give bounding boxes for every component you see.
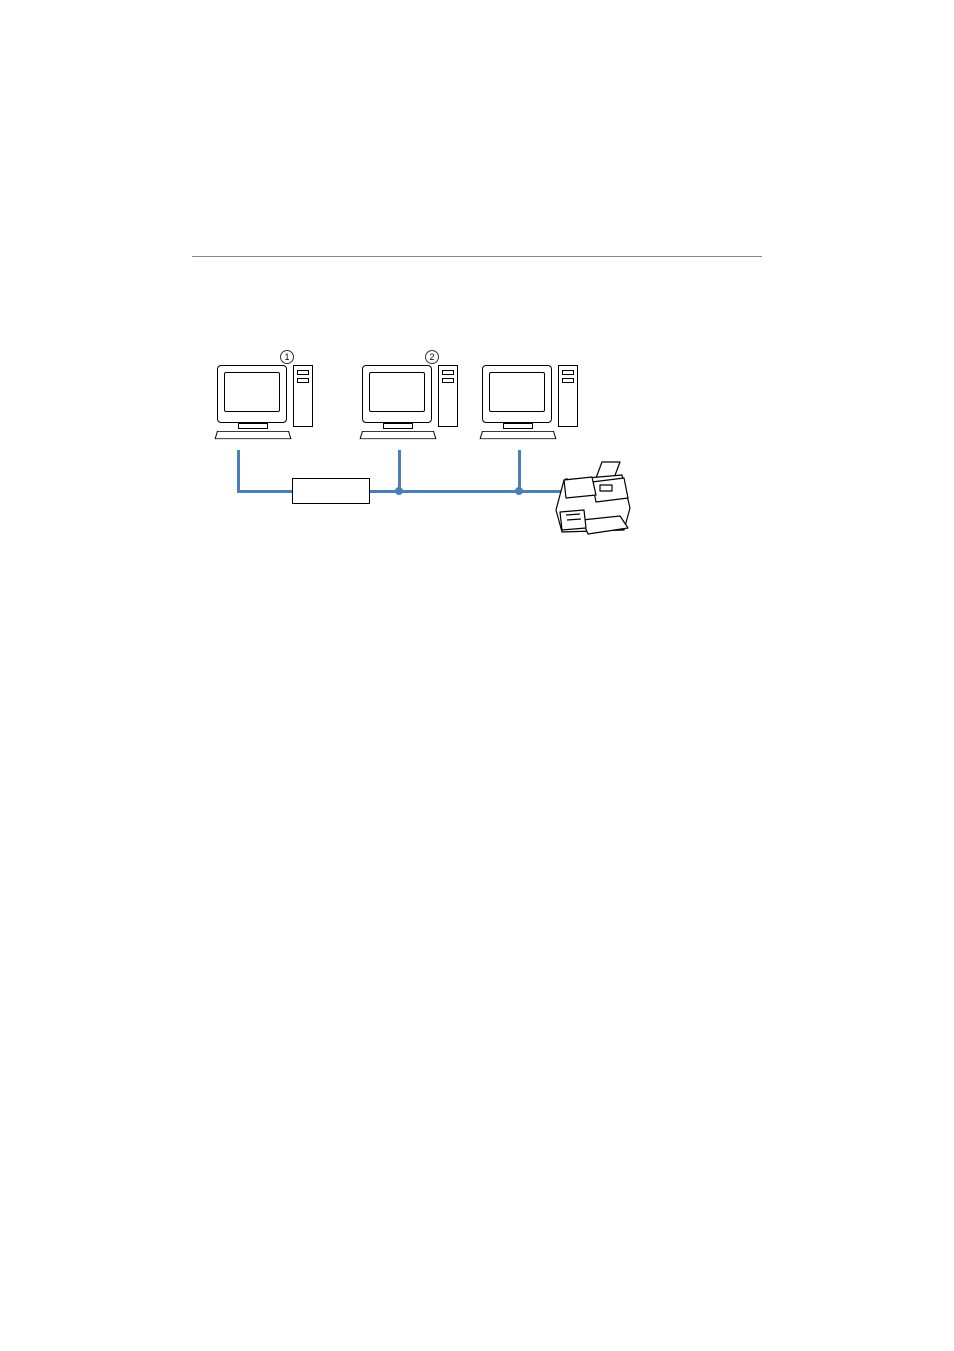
computer-label-2: 2	[425, 350, 439, 364]
computer-1	[217, 365, 289, 441]
switch-hub	[292, 478, 370, 504]
keyboard-icon	[215, 431, 292, 439]
network-diagram: 1 2	[192, 340, 672, 580]
printer-svg	[552, 460, 642, 540]
monitor-icon	[217, 365, 287, 423]
network-drop-2	[398, 450, 401, 492]
monitor-stand	[383, 423, 413, 429]
page-rule	[192, 256, 762, 257]
monitor-icon	[482, 365, 552, 423]
monitor-stand	[503, 423, 533, 429]
monitor-icon	[362, 365, 432, 423]
monitor-stand	[238, 423, 268, 429]
computer-3	[482, 365, 554, 441]
computer-label-1: 1	[280, 350, 294, 364]
network-drop-3	[518, 450, 521, 492]
network-node	[395, 487, 403, 495]
tower-icon	[438, 365, 458, 427]
label-text: 1	[284, 352, 289, 362]
tower-icon	[293, 365, 313, 427]
keyboard-icon	[360, 431, 437, 439]
network-node	[515, 487, 523, 495]
network-drop-1	[237, 450, 240, 492]
printer-mfp-icon	[552, 460, 642, 545]
tower-icon	[558, 365, 578, 427]
keyboard-icon	[480, 431, 557, 439]
computer-2	[362, 365, 434, 441]
label-text: 2	[429, 352, 434, 362]
